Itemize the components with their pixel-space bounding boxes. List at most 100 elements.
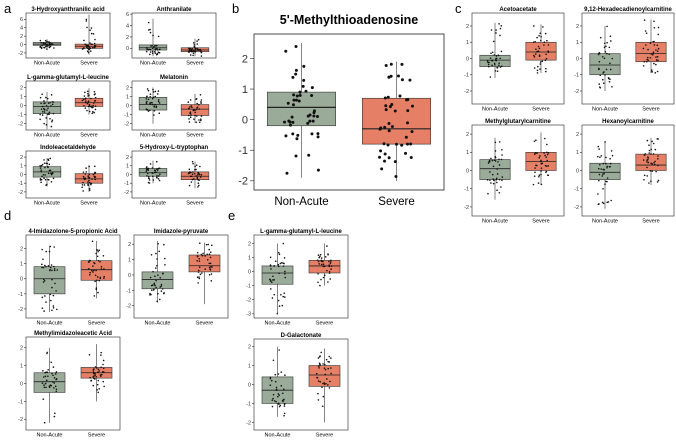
data-point — [280, 371, 283, 373]
data-point — [396, 74, 400, 78]
data-point — [56, 269, 59, 271]
data-point — [160, 283, 163, 286]
data-point — [152, 289, 155, 291]
data-point — [41, 296, 44, 299]
x-category-label: Non-Acute — [274, 196, 328, 208]
data-point — [188, 168, 191, 171]
data-point — [155, 48, 157, 50]
data-point — [49, 293, 52, 296]
data-point — [656, 181, 659, 183]
data-point — [155, 252, 157, 255]
data-point — [52, 305, 55, 307]
data-point — [538, 175, 540, 178]
data-point — [54, 373, 57, 375]
data-point — [283, 292, 286, 294]
data-point — [155, 286, 157, 289]
data-point — [200, 115, 203, 117]
data-point — [497, 161, 499, 163]
data-point — [145, 170, 148, 173]
data-point — [100, 375, 102, 377]
data-point — [51, 172, 54, 175]
data-point — [490, 182, 492, 184]
data-point — [90, 43, 92, 45]
data-point — [284, 49, 288, 53]
data-point — [156, 49, 159, 51]
data-point — [533, 56, 536, 58]
data-point — [192, 54, 194, 57]
data-point — [535, 48, 537, 51]
data-point — [284, 273, 286, 275]
y-tick-label: 0 — [126, 172, 129, 178]
subplot-title: Acetoacetate — [499, 7, 537, 13]
data-point — [495, 55, 498, 57]
y-tick-label: -2 — [124, 122, 129, 128]
data-point — [94, 96, 97, 99]
data-point — [87, 181, 89, 183]
data-point — [409, 142, 413, 146]
data-point — [159, 298, 161, 301]
data-point — [389, 62, 393, 66]
data-point — [410, 130, 414, 134]
box-severe — [361, 97, 431, 145]
data-point — [654, 72, 657, 74]
data-point — [291, 120, 295, 124]
data-point — [40, 170, 43, 173]
x-category-label: Non-Acute — [592, 219, 618, 225]
y-tick-label: 1 — [126, 164, 129, 170]
data-point — [88, 179, 90, 182]
data-point — [41, 382, 44, 385]
data-point — [643, 178, 645, 181]
data-point — [329, 380, 331, 383]
data-point — [197, 49, 199, 51]
data-point — [188, 172, 190, 174]
data-point — [280, 261, 283, 264]
data-point — [642, 47, 645, 50]
data-point — [538, 174, 541, 177]
data-point — [540, 183, 543, 186]
data-point — [200, 118, 202, 121]
y-tick-label: -2 — [238, 176, 248, 188]
data-point — [50, 361, 53, 364]
data-point — [279, 262, 282, 265]
data-point — [319, 364, 321, 366]
y-tick-label: -2 — [18, 51, 23, 57]
data-point — [291, 75, 295, 79]
data-point — [53, 265, 55, 268]
data-point — [154, 95, 157, 98]
data-point — [648, 149, 651, 152]
data-point — [645, 44, 647, 46]
data-point — [92, 33, 95, 35]
subplot-title: L-gamma-glutamyl-L-leucine — [27, 75, 109, 81]
data-point — [596, 155, 599, 158]
y-tick-label: -1 — [246, 284, 251, 290]
data-point — [384, 104, 388, 108]
data-point — [644, 153, 647, 155]
data-point — [316, 376, 319, 379]
x-category-label: Non-Acute — [265, 321, 291, 327]
data-point — [604, 74, 606, 76]
data-point — [282, 295, 285, 298]
data-point — [40, 102, 42, 105]
data-point — [145, 101, 148, 104]
data-point — [609, 157, 611, 160]
data-point — [547, 51, 550, 53]
data-point — [405, 142, 409, 146]
data-point — [147, 177, 150, 179]
data-point — [94, 280, 96, 283]
data-point — [496, 168, 498, 170]
data-point — [546, 39, 548, 42]
data-point — [193, 178, 195, 180]
x-category-label: Severe — [88, 433, 105, 439]
x-category-label: Non-Acute — [37, 321, 63, 327]
data-point — [544, 137, 546, 140]
data-point — [539, 61, 542, 63]
subplot-title: Methylimidazoleacetic Acid — [34, 331, 112, 337]
data-point — [606, 52, 608, 55]
data-point — [653, 26, 656, 29]
data-point — [656, 138, 659, 140]
y-tick-label: 2 — [20, 34, 23, 40]
data-point — [498, 62, 500, 64]
data-point — [154, 52, 157, 54]
data-point — [604, 183, 606, 185]
data-point — [93, 262, 96, 265]
